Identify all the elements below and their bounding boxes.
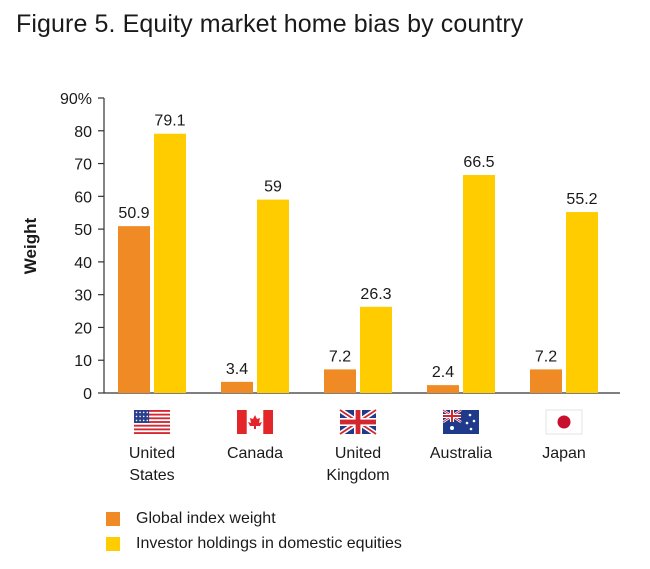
category-label-united-kingdom-line-1: United xyxy=(335,445,381,462)
category-label-japan: Japan xyxy=(542,445,586,462)
y-tick-label-50: 50 xyxy=(74,222,92,239)
y-tick-label-10: 10 xyxy=(74,353,92,370)
y-tick-label-0: 0 xyxy=(83,386,92,403)
y-tick-label-90: 90% xyxy=(60,91,92,108)
category-label-united-states-line-1: United xyxy=(129,445,175,462)
australia-flag-icon xyxy=(442,408,479,434)
uk-flag-icon xyxy=(338,407,378,437)
value-label-global-index-australia: 2.4 xyxy=(432,364,454,381)
value-label-domestic-united-states: 79.1 xyxy=(154,113,185,130)
value-label-domestic-japan: 55.2 xyxy=(566,191,597,208)
category-label-canada: Canada xyxy=(227,445,283,462)
y-tick-label-40: 40 xyxy=(74,255,92,272)
bar-global-index-australia xyxy=(427,385,459,393)
bar-domestic-japan xyxy=(566,212,598,393)
bar-global-index-canada xyxy=(221,381,253,393)
y-axis-label: Weight xyxy=(21,217,40,274)
y-tick-label-20: 20 xyxy=(74,320,92,337)
legend: Global index weight Investor holdings in… xyxy=(106,506,402,556)
category-label-australia: Australia xyxy=(430,445,492,462)
chart-title: Figure 5. Equity market home bias by cou… xyxy=(16,10,524,38)
value-label-global-index-japan: 7.2 xyxy=(535,348,557,365)
bar-domestic-canada xyxy=(257,199,289,393)
legend-item-domestic-equities: Investor holdings in domestic equities xyxy=(106,531,402,556)
legend-item-global-index: Global index weight xyxy=(106,506,402,531)
value-label-domestic-united-kingdom: 26.3 xyxy=(360,286,391,303)
legend-label-global-index: Global index weight xyxy=(136,509,276,527)
legend-swatch-global-index xyxy=(106,511,120,526)
category-label-united-states-line-2: States xyxy=(129,467,174,484)
bar-chart: 0 10 20 30 40 50 60 70 80 90% Weight 50.9 79.1 United… xyxy=(21,91,620,484)
y-tick-label-60: 60 xyxy=(74,189,92,206)
bar-domestic-united-states xyxy=(154,133,186,393)
y-tick-label-70: 70 xyxy=(74,157,92,174)
us-flag-icon xyxy=(134,410,170,434)
bar-domestic-united-kingdom xyxy=(360,306,392,393)
value-label-domestic-canada: 59 xyxy=(264,179,282,196)
legend-swatch-domestic-equities xyxy=(106,536,120,551)
value-label-global-index-canada: 3.4 xyxy=(226,361,248,378)
value-label-global-index-united-kingdom: 7.2 xyxy=(329,348,351,365)
category-label-united-kingdom-line-2: Kingdom xyxy=(326,467,389,484)
bar-global-index-united-states xyxy=(118,226,150,393)
bar-global-index-united-kingdom xyxy=(324,369,356,393)
y-tick-label-30: 30 xyxy=(74,288,92,305)
japan-flag-icon xyxy=(545,409,583,435)
legend-label-domestic-equities: Investor holdings in domestic equities xyxy=(136,534,402,552)
canada-flag-icon xyxy=(237,410,273,434)
y-tick-label-80: 80 xyxy=(74,124,92,141)
value-label-domestic-australia: 66.5 xyxy=(463,154,494,171)
bar-global-index-japan xyxy=(530,369,562,393)
value-label-global-index-united-states: 50.9 xyxy=(118,205,149,222)
bar-domestic-australia xyxy=(463,175,495,393)
